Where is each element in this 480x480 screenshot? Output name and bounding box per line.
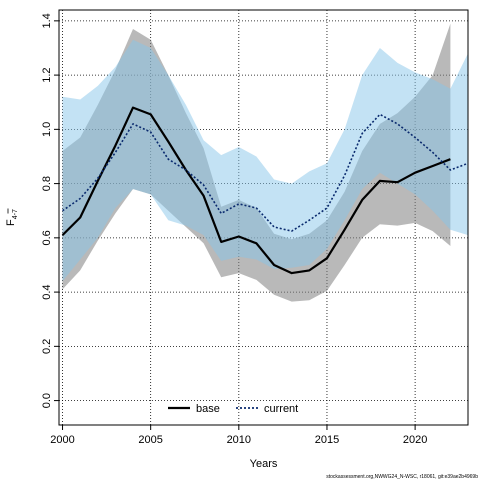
y-tick-label: 0.8 [41, 176, 53, 191]
series-lines [61, 106, 469, 275]
y-tick-label: 0.4 [41, 284, 53, 299]
x-tick-label: 2005 [138, 434, 162, 446]
x-tick-label: 2020 [403, 434, 427, 446]
axes: 2000 2005 2010 2015 2020 0.0 0.2 0.4 0.6 0.8 1.0 1.… [41, 13, 427, 446]
line-current [62, 113, 469, 232]
plot-frame [58, 9, 469, 426]
y-tick-label: 0.6 [41, 230, 53, 245]
y-axis-title-subscript: 4-7 [12, 209, 19, 219]
y-tick-label: 1.4 [41, 13, 53, 28]
y-tick-label: 1.2 [41, 67, 53, 82]
y-axis-title-symbol: F [5, 219, 17, 226]
line-base [61, 106, 451, 275]
footer-credit: stockassessment.org,NWWG24_N-WSC, r18061… [326, 474, 478, 480]
y-tick-label: 1.0 [41, 122, 53, 137]
legend: base current [168, 403, 298, 415]
y-tick-label: 0.2 [41, 339, 53, 354]
confidence-bands [62, 23, 468, 302]
x-tick-label: 2015 [315, 434, 339, 446]
legend-label-base: base [196, 403, 220, 415]
x-tick-label: 2010 [227, 434, 251, 446]
y-tick-label: 0.0 [41, 393, 53, 408]
band-current [62, 39, 468, 282]
y-axis-title-main: F4-7 [5, 209, 19, 226]
x-tick-label: 2000 [50, 434, 74, 446]
legend-label-current: current [264, 403, 298, 415]
y-axis-title: F4-7 [5, 208, 19, 226]
x-axis-title: Years [250, 458, 278, 470]
